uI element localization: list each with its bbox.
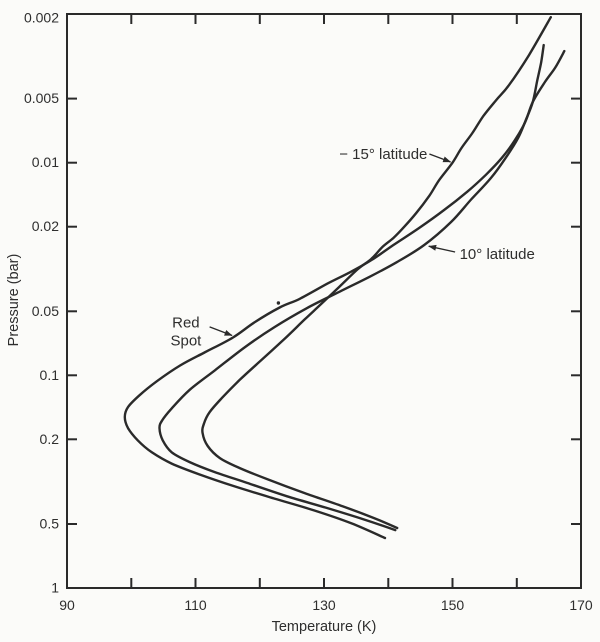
red-spot-label-text: Red [172, 315, 200, 332]
x-tick-label: 150 [441, 597, 465, 613]
y-tick-label: 0.02 [32, 218, 59, 234]
y-tick-label: 0.5 [40, 516, 60, 532]
y-tick-labels: 0.002 0.005 0.01 0.02 0.05 0.1 0.2 0.5 1 [24, 10, 59, 596]
y-tick-label: 0.002 [24, 10, 59, 26]
print-speck [276, 301, 281, 305]
y-tick-label: 0.05 [32, 303, 59, 319]
y-tick-label: 0.005 [24, 90, 59, 106]
y-tick-label: 0.01 [32, 154, 59, 170]
x-tick-label: 90 [59, 597, 75, 613]
ten-label-arrow [428, 244, 456, 253]
y-tick-label: 1 [51, 580, 59, 596]
axes-frame [66, 13, 582, 589]
minus15-label-text: − 15° latitude [339, 146, 427, 163]
series-line-red-spot [123, 49, 566, 540]
ten-label-text: 10° latitude [460, 246, 535, 263]
series-curves [123, 16, 566, 540]
minus15-label: − 15° latitude [339, 146, 452, 163]
x-tick-label: 110 [184, 597, 207, 613]
minus15-label-arrow [429, 153, 452, 163]
y-tick-label: 0.1 [40, 367, 60, 383]
ten-label: 10° latitude [428, 244, 535, 263]
y-tick-label: 0.2 [40, 431, 60, 447]
x-axis-title: Temperature (K) [272, 619, 377, 635]
y-axis-title: Pressure (bar) [6, 254, 22, 347]
red-spot-label-arrow [209, 326, 233, 337]
x-tick-labels: 90 110 130 150 170 [59, 597, 593, 613]
tick-marks [67, 14, 581, 588]
series-line-10-latitude [158, 43, 545, 532]
x-tick-label: 170 [569, 597, 593, 613]
red-spot-label-text: Spot [170, 333, 202, 350]
x-tick-label: 130 [312, 597, 336, 613]
